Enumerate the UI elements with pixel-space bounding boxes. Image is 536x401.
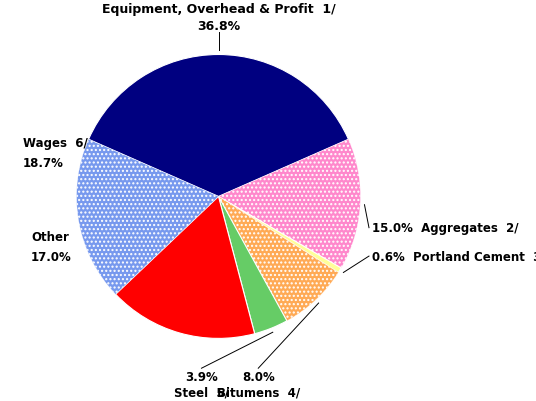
Text: Steel  5/: Steel 5/ [174, 385, 229, 398]
Text: 36.8%: 36.8% [197, 20, 240, 33]
Wedge shape [219, 197, 341, 273]
Wedge shape [219, 197, 287, 334]
Text: 3.9%: 3.9% [185, 370, 218, 383]
Wedge shape [116, 197, 255, 338]
Text: 18.7%: 18.7% [23, 156, 63, 170]
Wedge shape [219, 140, 361, 268]
Text: Other: Other [31, 230, 69, 243]
Text: 15.0%  Aggregates  2/: 15.0% Aggregates 2/ [372, 222, 518, 235]
Text: Equipment, Overhead & Profit  1/: Equipment, Overhead & Profit 1/ [102, 3, 336, 16]
Text: 17.0%: 17.0% [31, 250, 72, 263]
Text: 0.6%  Portland Cement  3/: 0.6% Portland Cement 3/ [372, 250, 536, 263]
Text: 8.0%: 8.0% [242, 370, 274, 383]
Wedge shape [88, 55, 348, 197]
Wedge shape [77, 140, 219, 295]
Text: Wages  6/: Wages 6/ [23, 137, 87, 150]
Wedge shape [219, 197, 338, 321]
Text: Bitumens  4/: Bitumens 4/ [217, 385, 300, 398]
